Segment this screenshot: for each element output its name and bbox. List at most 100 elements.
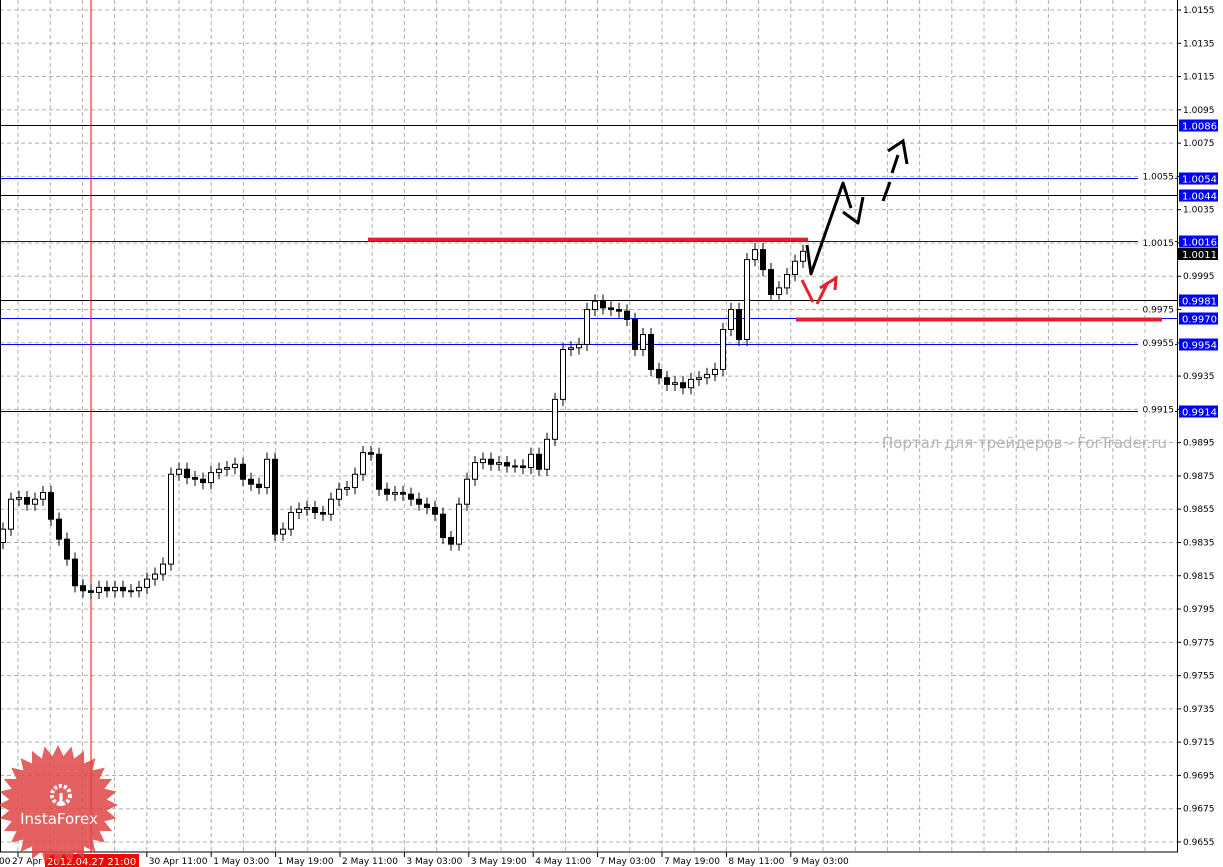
level-label: 1.0044 <box>1182 192 1217 203</box>
candle-bull <box>544 438 550 470</box>
candle-bull <box>360 452 366 475</box>
x-tick-label: 27 Apr <box>12 857 42 867</box>
candle-bear <box>600 300 606 309</box>
candle-bull <box>136 586 142 592</box>
candle-bear <box>184 468 190 479</box>
y-tick-label: 1.0035 <box>1183 206 1215 216</box>
y-tick-label: 0.9655 <box>1183 838 1215 848</box>
candle-bull <box>16 497 22 500</box>
x-axis: 00 27 Apr 30 Apr 11:00 1 May 03:00 1 May 19:… <box>0 852 849 867</box>
candle-bear <box>56 518 62 540</box>
y-tick-label: 0.9675 <box>1183 805 1215 815</box>
y-tick-label: 0.9695 <box>1183 771 1215 781</box>
forecast-arrow-main-2 <box>842 196 865 225</box>
candle-bull <box>568 347 574 350</box>
level-label: 1.0016 <box>1182 238 1217 249</box>
candle-bull <box>144 578 150 588</box>
candle-bull <box>40 492 46 500</box>
candle-bear <box>504 462 510 467</box>
level-label: 0.9914 <box>1182 408 1217 419</box>
candle-bull <box>280 528 286 535</box>
x-tick-label: 4 May 11:00 <box>535 857 591 867</box>
candle-bull <box>112 586 118 592</box>
candle-bear <box>680 382 686 389</box>
candle-bear <box>72 558 78 587</box>
y-tick-label: 0.9875 <box>1183 472 1215 482</box>
level-label-bg <box>1179 189 1218 202</box>
watermark: Портал для трейдеров - ForTrader.ru <box>881 434 1167 452</box>
candle-bear <box>520 465 526 469</box>
candle-bear <box>368 452 374 455</box>
candle-bear <box>768 269 774 296</box>
candle-bull <box>584 309 590 345</box>
current-price-text: 1.0011 <box>1182 250 1217 261</box>
candle-bull <box>512 465 518 468</box>
y-tick-label: 0.9955 <box>1143 339 1175 349</box>
candle-bear <box>536 453 542 470</box>
candle-bear <box>104 586 110 592</box>
y-tick-label: 1.0095 <box>1183 106 1215 116</box>
x-tick-label: 30 Apr 11:00 <box>149 857 208 867</box>
level-label-bg <box>1179 119 1218 132</box>
level-lines <box>0 125 1177 412</box>
alternate-arrowhead <box>819 275 838 291</box>
y-tick-label: 0.9755 <box>1183 672 1215 682</box>
current-price-label: 1.0011 <box>1178 248 1218 261</box>
candle-bear <box>616 309 622 312</box>
instaforex-logo: InstaForex <box>0 745 118 865</box>
red-segments <box>368 237 1162 322</box>
candle-bear <box>432 507 438 515</box>
y-tick-label: 0.9775 <box>1183 638 1215 648</box>
candle-bull <box>480 458 486 464</box>
level-label: 0.9954 <box>1182 341 1217 352</box>
candle-bear <box>376 453 382 490</box>
forecast-arrow-dash <box>881 181 892 202</box>
y-tick-label: 1.0135 <box>1183 39 1215 49</box>
candle-bear <box>488 458 494 465</box>
candle-bear <box>200 478 206 484</box>
y-tick-label: 0.9835 <box>1183 538 1215 548</box>
candle-bull <box>464 478 470 505</box>
candle-bull <box>456 503 462 545</box>
candle-bear <box>312 507 318 514</box>
y-tick-label: 1.0015 <box>1143 239 1175 249</box>
candle-bull <box>288 512 294 530</box>
candle-bear <box>80 585 86 592</box>
candle-bull <box>688 378 694 389</box>
candle-bull <box>720 328 726 370</box>
candle-bull <box>592 300 598 311</box>
y-tick-label: 0.9935 <box>1183 372 1215 382</box>
candle-bear <box>320 512 326 515</box>
candle-bear <box>248 478 254 485</box>
candle-bull <box>232 463 238 469</box>
candle-bear <box>440 513 446 538</box>
logo-text: InstaForex <box>20 810 98 828</box>
candle-bull <box>344 487 350 490</box>
y-tick-label: 1.0155 <box>1183 6 1215 16</box>
candle-bull <box>792 260 798 276</box>
candle-bull <box>784 274 790 289</box>
candle-bull <box>336 488 342 500</box>
candle-bull <box>160 563 166 575</box>
candle-bull <box>352 473 358 489</box>
candle-bear <box>64 538 70 560</box>
candle-bear <box>608 307 614 311</box>
candle-bull <box>696 377 702 380</box>
candle-bear <box>656 368 662 379</box>
candle-bull <box>640 333 646 350</box>
y-tick-label: 1.0115 <box>1183 73 1215 83</box>
grid <box>0 0 1177 852</box>
candle-bear <box>632 319 638 350</box>
candle-bear <box>240 463 246 480</box>
candle-bull <box>728 309 734 330</box>
candle-bull <box>0 528 6 543</box>
gear-icon <box>50 784 72 806</box>
candle-bear <box>648 333 654 370</box>
level-label: 0.9970 <box>1182 315 1217 326</box>
candle-bear <box>384 488 390 495</box>
candle-bull <box>496 462 502 465</box>
candle-bear <box>88 590 94 593</box>
x-tick-label: 2 May 11:00 <box>342 857 398 867</box>
y-tick-label: 0.9995 <box>1183 272 1215 282</box>
